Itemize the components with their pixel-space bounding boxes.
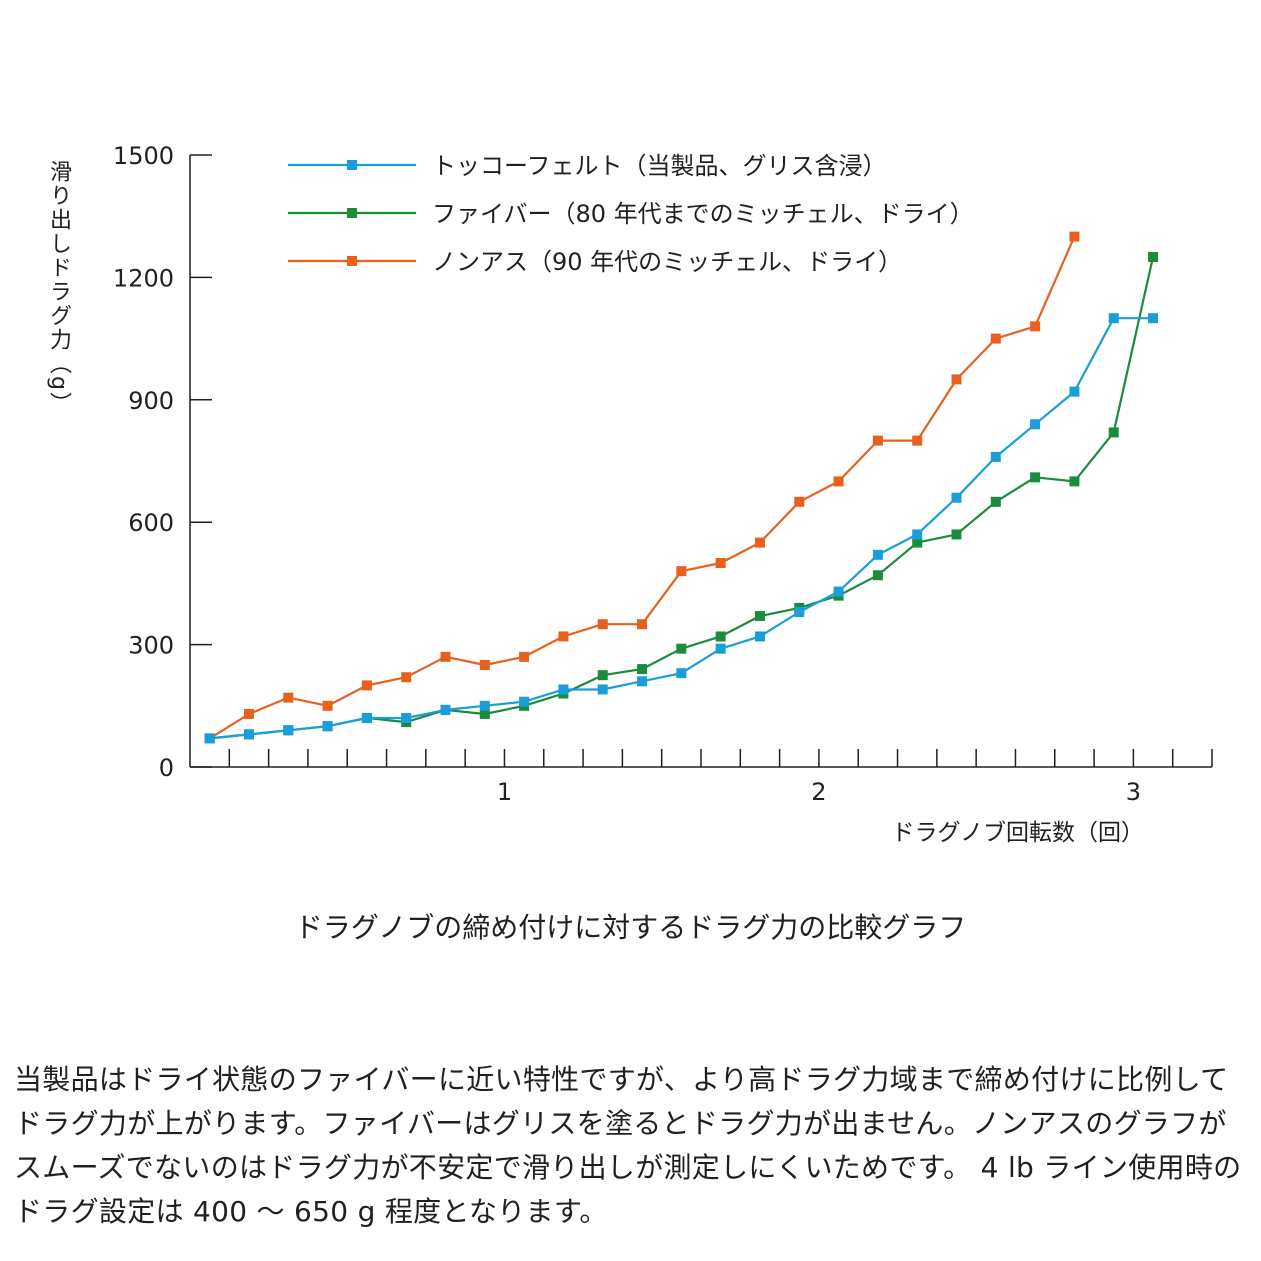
legend-label: ファイバー（80 年代までのミッチェル、ドライ） xyxy=(432,200,974,228)
data-point xyxy=(990,333,1001,344)
data-point xyxy=(597,684,608,695)
data-point xyxy=(1069,386,1080,397)
data-point xyxy=(440,651,451,662)
data-point xyxy=(322,700,333,711)
data-point xyxy=(676,668,687,679)
data-point xyxy=(912,529,923,540)
legend-marker xyxy=(347,160,357,170)
data-point xyxy=(637,664,648,675)
data-point xyxy=(715,631,726,642)
data-point xyxy=(990,451,1001,462)
data-point xyxy=(637,619,648,630)
data-point xyxy=(833,586,844,597)
data-point xyxy=(794,496,805,507)
data-point xyxy=(951,529,962,540)
legend-item-1: ファイバー（80 年代までのミッチェル、ドライ） xyxy=(288,200,974,228)
legend-item-0: トッコーフェルト（当製品、グリス含浸） xyxy=(288,152,887,180)
data-point xyxy=(912,435,923,446)
series-0 xyxy=(204,313,1159,744)
data-point xyxy=(872,435,883,446)
data-point xyxy=(479,660,490,670)
data-point xyxy=(361,680,372,691)
data-point xyxy=(990,496,1001,507)
data-point xyxy=(715,643,726,654)
data-point xyxy=(833,476,844,487)
data-point xyxy=(243,729,254,740)
y-axis-label: 滑り出しドラグ力（g） xyxy=(46,160,71,416)
legend-label: トッコーフェルト（当製品、グリス含浸） xyxy=(432,152,887,180)
data-point xyxy=(243,708,254,719)
data-point xyxy=(401,672,412,683)
x-tick-label: 3 xyxy=(1126,778,1141,806)
y-tick-label: 0 xyxy=(159,754,174,782)
y-tick-label: 300 xyxy=(128,632,174,660)
legend-marker xyxy=(347,256,357,266)
data-point xyxy=(872,570,883,581)
y-tick-label: 600 xyxy=(128,509,174,537)
data-point xyxy=(322,721,333,732)
data-point xyxy=(1069,231,1080,242)
data-point xyxy=(951,374,962,385)
series-line xyxy=(209,256,1155,740)
data-point xyxy=(754,611,765,622)
data-point xyxy=(637,676,648,687)
x-tick-label: 1 xyxy=(497,778,512,806)
data-point xyxy=(872,549,883,560)
data-point xyxy=(479,708,490,719)
data-point xyxy=(204,733,215,744)
data-point xyxy=(283,692,294,703)
data-point xyxy=(401,713,412,724)
data-point xyxy=(1030,321,1041,332)
data-point xyxy=(676,643,687,654)
chart-caption: ドラグノブの締め付けに対するドラグ力の比較グラフ xyxy=(294,911,967,944)
data-point xyxy=(676,566,687,577)
data-point xyxy=(1148,313,1159,324)
data-point xyxy=(754,631,765,642)
data-point xyxy=(1108,313,1119,324)
data-point xyxy=(283,725,294,736)
legend: トッコーフェルト（当製品、グリス含浸） ファイバー（80 年代までのミッチェル、ド… xyxy=(288,152,974,276)
legend-label: ノンアス（90 年代のミッチェル、ドライ） xyxy=(432,248,902,276)
legend-marker xyxy=(347,208,357,218)
data-point xyxy=(1030,419,1041,430)
y-tick-label: 1500 xyxy=(113,142,174,170)
legend-item-2: ノンアス（90 年代のミッチェル、ドライ） xyxy=(288,248,902,276)
data-point xyxy=(912,537,923,548)
data-point xyxy=(361,713,372,724)
y-tick-label: 900 xyxy=(128,387,174,415)
data-point xyxy=(1108,427,1119,438)
data-point xyxy=(1030,472,1041,483)
data-point xyxy=(519,696,530,707)
data-point xyxy=(440,704,451,715)
data-point xyxy=(1069,476,1080,487)
data-point xyxy=(754,537,765,548)
data-point xyxy=(597,619,608,630)
data-point xyxy=(519,651,530,662)
drag-force-chart: 0 300 600 900 1200 1500 1 2 3 ドラグノブ回転数（回） トッコーフェル… xyxy=(113,142,1213,846)
y-tick-label: 1200 xyxy=(113,264,174,292)
series-line xyxy=(209,236,1076,740)
series-layer xyxy=(204,231,1159,744)
data-point xyxy=(794,606,805,617)
data-point xyxy=(597,670,608,681)
data-point xyxy=(1148,252,1159,262)
description-text: 当製品はドライ状態のファイバーに近い特性ですが、より高ドラグ力域まで締め付けに比… xyxy=(14,1063,1242,1228)
data-point xyxy=(558,631,569,642)
data-point xyxy=(479,700,490,711)
x-axis-label: ドラグノブ回転数（回） xyxy=(891,820,1144,846)
data-point xyxy=(951,492,962,503)
data-point xyxy=(715,558,726,568)
axes: 0 300 600 900 1200 1500 1 2 3 ドラグノブ回転数（回） xyxy=(113,142,1213,846)
data-point xyxy=(558,684,569,695)
x-tick-label: 2 xyxy=(811,778,826,806)
